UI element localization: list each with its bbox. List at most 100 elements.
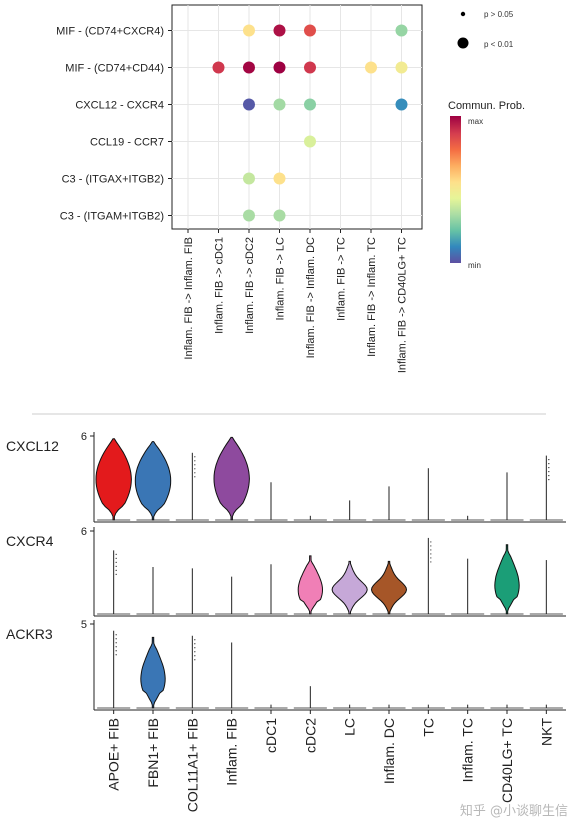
dot-x-label: Inflam. FIB -> Inflam. DC (305, 237, 317, 358)
violin-x-label: Inflam. DC (381, 718, 397, 784)
violin-jitter-dot (194, 647, 196, 649)
violin-jitter-dot (430, 553, 432, 555)
violin-x-label: FBN1+ FIB (145, 718, 161, 788)
dot-x-label: Inflam. FIB -> cDC1 (214, 237, 226, 334)
violin-y-tick-label: 6 (81, 431, 87, 443)
violin-x-label: Inflam. TC (460, 718, 476, 782)
violin-gene-label: CXCR4 (6, 533, 54, 549)
violin-panel-ackr3: 5 ACKR3 (6, 619, 566, 711)
violin-x-label: cDC1 (263, 718, 279, 753)
dot-x-label: Inflam. FIB -> Inflam. TC (366, 237, 378, 357)
violin-jitter-dot (194, 655, 196, 657)
violin-jitter-dot (194, 456, 196, 458)
violin-jitter-dot (194, 460, 196, 462)
dot-point (243, 172, 255, 185)
violin-jitter-dot (115, 553, 117, 555)
legend-size-small-label: p > 0.05 (484, 10, 514, 19)
violin-shape (95, 438, 132, 521)
dot-x-label: Inflam. FIB -> Inflam. FIB (183, 237, 195, 360)
dot-x-label: Inflam. FIB -> cDC2 (244, 237, 256, 334)
dot-point (243, 61, 255, 74)
violin-jitter-dot (548, 475, 550, 477)
legend-size-small-dot (460, 11, 466, 17)
violin-x-label: COL11A1+ FIB (184, 718, 200, 812)
dot-point (395, 24, 408, 37)
violin-x-labels: APOE+ FIB FBN1+ FIB COL11A1+ FIB Inflam. FI… (106, 710, 554, 812)
violin-jitter-dot (194, 476, 196, 478)
violin-jitter-dot (194, 659, 196, 661)
violin-jitter-dot (115, 646, 117, 648)
violin-y-tick-label: 5 (81, 619, 87, 631)
dot-point (273, 61, 286, 74)
violin-shape (370, 560, 408, 615)
dot-plot-grid (172, 5, 422, 229)
violin-plot: 6 CXCL12 6 CXCR4 5 ACKR3 APOE+ FIB FBN1+ FIB CO… (6, 431, 566, 812)
dot-point (304, 98, 316, 111)
dot-plot: MIF - (CD74+CXCR4) MIF - (CD74+CD44) CXCL1… (56, 4, 423, 373)
violin-jitter-dot (194, 651, 196, 653)
violin-jitter-dot (548, 467, 550, 469)
dot-x-label: Inflam. FIB -> TC (336, 237, 348, 321)
violin-shape (134, 441, 172, 521)
violin-jitter-dot (548, 463, 550, 465)
violin-x-label: NKT (538, 718, 554, 746)
dot-plot-frame (171, 4, 423, 230)
violin-jitter-dot (115, 638, 117, 640)
dot-point (273, 172, 286, 185)
violin-jitter-dot (430, 557, 432, 559)
violin-gene-label: CXCL12 (6, 438, 59, 454)
violin-shape (331, 560, 368, 615)
dot-point (273, 209, 286, 222)
violin-jitter-dot (115, 642, 117, 644)
dot-point (212, 61, 225, 74)
violin-jitter-dot (194, 639, 196, 641)
legend: p > 0.05 p < 0.01 Commun. Prob. max min (448, 10, 525, 270)
dot-point (304, 61, 316, 74)
violin-shape (494, 544, 520, 615)
violin-gene-label: ACKR3 (6, 626, 53, 642)
violin-x-label: Inflam. FIB (224, 718, 240, 786)
violin-panels: 6 CXCL12 6 CXCR4 5 ACKR3 (6, 431, 566, 711)
violin-jitter-dot (430, 541, 432, 543)
violin-x-label: TC (420, 718, 436, 737)
violin-jitter-dot (115, 573, 117, 575)
violin-jitter-dot (115, 569, 117, 571)
violin-jitter-dot (194, 472, 196, 474)
violin-jitter-dot (548, 459, 550, 461)
legend-color-title: Commun. Prob. (448, 100, 525, 112)
dot-point (304, 24, 316, 37)
violin-shape (140, 636, 166, 709)
violin-panel-cxcr4: 6 CXCR4 (6, 526, 566, 617)
dot-point (365, 61, 377, 74)
dot-plot-x-labels: Inflam. FIB -> Inflam. FIB Inflam. FIB ->… (183, 229, 409, 373)
violin-jitter-dot (115, 650, 117, 652)
violin-jitter-dot (115, 561, 117, 563)
dot-y-label: C3 - (ITGAM+ITGB2) (60, 211, 164, 223)
dot-x-label: Inflam. FIB -> CD40LG+ TC (397, 237, 409, 373)
violin-jitter-dot (115, 654, 117, 656)
violin-y-tick-label: 6 (81, 526, 87, 538)
violin-jitter-dot (430, 549, 432, 551)
dot-x-label: Inflam. FIB -> LC (275, 237, 287, 320)
violin-panel-cxcl12: 6 CXCL12 (6, 431, 566, 523)
violin-jitter-dot (194, 464, 196, 466)
violin-x-label: cDC2 (302, 718, 318, 753)
violin-jitter-dot (115, 634, 117, 636)
dot-point (273, 24, 286, 37)
watermark: 知乎 @小谈聊生信 (460, 803, 568, 819)
violin-jitter-dot (430, 545, 432, 547)
dot-plot-y-labels: MIF - (CD74+CXCR4) MIF - (CD74+CD44) CXCL1… (56, 26, 172, 223)
legend-size-large-dot (457, 37, 469, 49)
dot-point (395, 98, 408, 111)
violin-x-label: CD40LG+ TC (499, 718, 515, 803)
dot-y-label: C3 - (ITGAX+ITGB2) (62, 174, 164, 186)
dot-point (395, 61, 408, 74)
violin-jitter-dot (115, 557, 117, 559)
violin-jitter-dot (430, 561, 432, 563)
violin-shape (213, 436, 250, 521)
dot-point (273, 98, 286, 111)
dot-y-label: MIF - (CD74+CD44) (65, 63, 164, 75)
violin-x-label: LC (342, 718, 358, 736)
legend-color-min: min (468, 261, 481, 270)
